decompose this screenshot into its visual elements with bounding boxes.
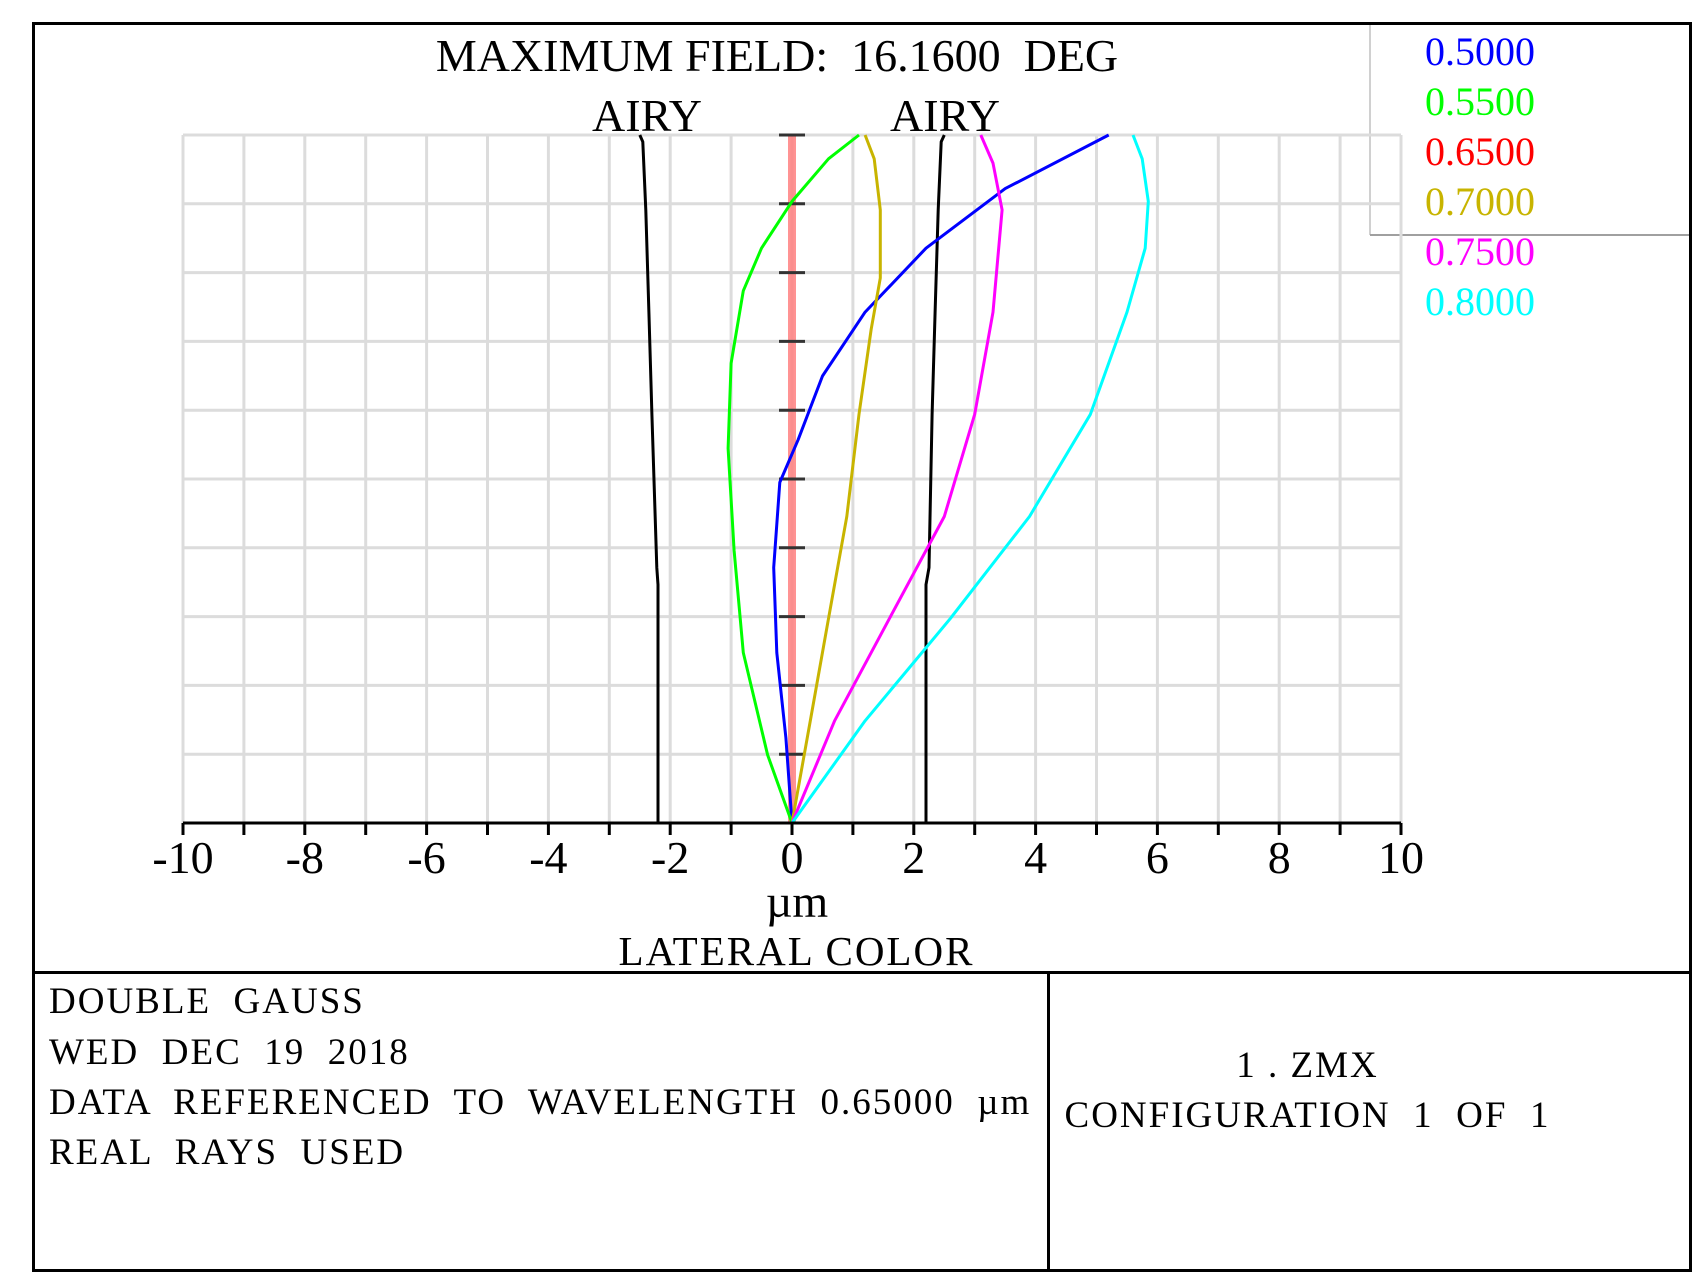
legend-entry-0-7500: 0.7500 bbox=[1425, 229, 1535, 274]
legend-entry-0-8000: 0.8000 bbox=[1425, 279, 1535, 324]
x-tick-label: 2 bbox=[902, 832, 925, 883]
x-tick-label: 8 bbox=[1268, 832, 1291, 883]
lateral-color-chart: -10 -8 -6 -4 -2 0 2 4 6 8 10 MAXIMUM FIELD: 16.160… bbox=[152, 25, 1689, 927]
info-right: 1 . ZMX CONFIGURATION 1 OF 1 bbox=[1050, 974, 1689, 1269]
series-line-0-7500 bbox=[790, 134, 1004, 824]
x-axis: -10 -8 -6 -4 -2 0 2 4 6 8 10 bbox=[152, 821, 1424, 883]
series-line-0-8000 bbox=[790, 134, 1150, 824]
airy-line-right bbox=[924, 134, 946, 823]
info-left: DOUBLE GAUSS WED DEC 19 2018 DATA REFERE… bbox=[35, 974, 1050, 1269]
chart-caption: LATERAL COLOR bbox=[618, 928, 975, 974]
x-tick-label: -2 bbox=[651, 832, 689, 883]
configuration-label: CONFIGURATION 1 OF 1 bbox=[1064, 1095, 1551, 1136]
legend-entry-0-6500: 0.6500 bbox=[1425, 129, 1535, 174]
x-axis-label: µm bbox=[766, 876, 829, 927]
legend-entry-0-5000: 0.5000 bbox=[1425, 29, 1535, 74]
info-panel: DOUBLE GAUSS WED DEC 19 2018 DATA REFERE… bbox=[35, 971, 1689, 1272]
x-tick-label: -8 bbox=[286, 832, 324, 883]
info-reference: DATA REFERENCED TO WAVELENGTH 0.65000 µm bbox=[49, 1082, 1032, 1123]
legend: 0.5000 0.5500 0.6500 0.7000 0.7500 0.8000 bbox=[1425, 29, 1535, 324]
info-date: WED DEC 19 2018 bbox=[49, 1032, 410, 1073]
airy-line-left bbox=[638, 134, 660, 823]
plot-frame: -10 -8 -6 -4 -2 0 2 4 6 8 10 MAXIMUM FIELD: 16.160… bbox=[32, 22, 1692, 1272]
series-line-0-5500 bbox=[726, 133, 860, 824]
series-layer bbox=[638, 133, 1150, 825]
x-tick-label: 0 bbox=[781, 832, 804, 883]
legend-entry-0-7000: 0.7000 bbox=[1425, 179, 1535, 224]
x-tick-label: -10 bbox=[152, 832, 213, 883]
legend-entry-0-5500: 0.5500 bbox=[1425, 79, 1535, 124]
info-title: DOUBLE GAUSS bbox=[49, 981, 365, 1022]
info-rays: REAL RAYS USED bbox=[49, 1132, 406, 1173]
chart-title: MAXIMUM FIELD: 16.1600 DEG bbox=[436, 30, 1118, 81]
x-tick-label: -4 bbox=[529, 832, 567, 883]
airy-label-right: AIRY bbox=[890, 90, 1000, 141]
series-line-0-5000 bbox=[772, 133, 1110, 824]
x-tick-label: 10 bbox=[1378, 832, 1424, 883]
x-tick-label: 6 bbox=[1146, 832, 1169, 883]
x-tick-label: -6 bbox=[407, 832, 445, 883]
airy-label-left: AIRY bbox=[592, 90, 702, 141]
x-tick-label: 4 bbox=[1024, 832, 1047, 883]
file-name: 1 . ZMX bbox=[1236, 1045, 1379, 1086]
series-line-0-7000 bbox=[790, 134, 882, 824]
